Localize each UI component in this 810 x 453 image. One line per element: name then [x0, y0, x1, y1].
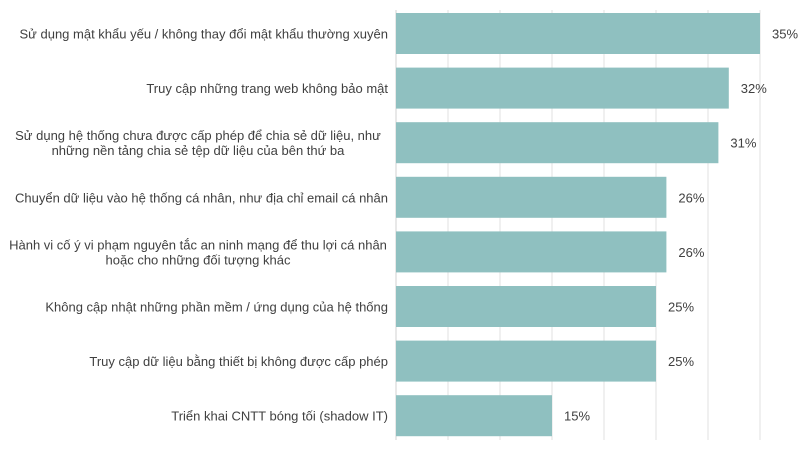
data-label: 26%: [678, 190, 704, 205]
category-label: Hành vi cố ý vi phạm nguyên tắc an ninh …: [9, 237, 387, 267]
category-label-line: Truy cập những trang web không bảo mật: [146, 81, 388, 96]
category-label: Truy cập những trang web không bảo mật: [146, 81, 388, 96]
category-label: Triển khai CNTT bóng tối (shadow IT): [171, 409, 388, 424]
data-label: 25%: [668, 354, 694, 369]
bar: [396, 13, 760, 54]
category-label-line: Chuyển dữ liệu vào hệ thống cá nhân, như…: [15, 190, 388, 205]
bar: [396, 122, 719, 164]
data-label: 25%: [668, 300, 694, 315]
data-label: 31%: [730, 136, 756, 151]
data-label: 15%: [564, 409, 590, 424]
bar: [396, 340, 656, 382]
category-label-line: Truy cập dữ liệu bằng thiết bị không đượ…: [89, 354, 388, 369]
category-label-line: Hành vi cố ý vi phạm nguyên tắc an ninh …: [9, 237, 387, 252]
data-label: 35%: [772, 27, 798, 42]
data-label: 26%: [678, 245, 704, 260]
bar: [396, 176, 667, 218]
category-label: Truy cập dữ liệu bằng thiết bị không đượ…: [89, 354, 388, 369]
category-label: Chuyển dữ liệu vào hệ thống cá nhân, như…: [15, 190, 388, 205]
category-label-line: Triển khai CNTT bóng tối (shadow IT): [171, 409, 388, 424]
bar: [396, 286, 656, 327]
category-label-line: Không cập nhật những phần mềm / ứng dụng…: [45, 300, 388, 315]
category-label-line: Sử dụng mật khẩu yếu / không thay đổi mậ…: [20, 27, 389, 42]
category-label: Sử dụng mật khẩu yếu / không thay đổi mậ…: [20, 27, 389, 42]
category-label-line: những nền tảng chia sẻ tệp dữ liệu của b…: [52, 143, 346, 158]
bar: [396, 67, 729, 109]
category-label-line: hoặc cho những đối tượng khác: [106, 252, 291, 267]
category-label: Sử dụng hệ thống chưa được cấp phép để c…: [15, 128, 381, 158]
bar: [396, 395, 552, 437]
bar: [396, 231, 667, 273]
category-label: Không cập nhật những phần mềm / ứng dụng…: [45, 300, 388, 315]
category-label-line: Sử dụng hệ thống chưa được cấp phép để c…: [15, 128, 381, 143]
data-label: 32%: [741, 81, 767, 96]
